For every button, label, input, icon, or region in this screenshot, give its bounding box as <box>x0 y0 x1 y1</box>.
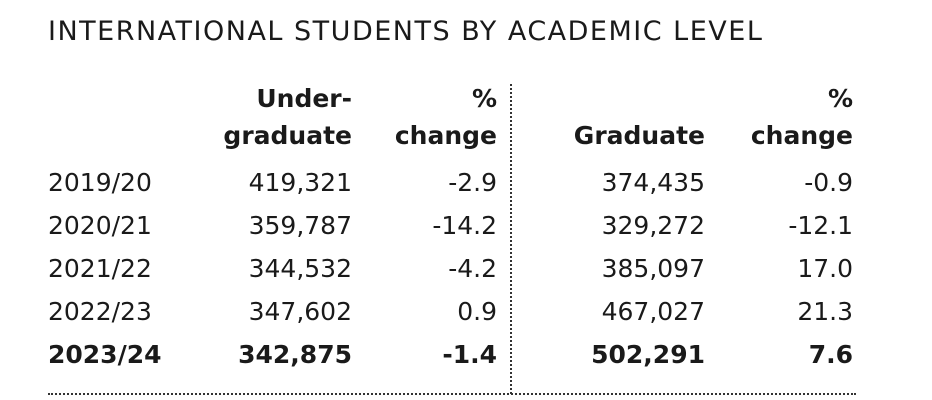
table-cell: -12.1 <box>788 211 853 240</box>
table-cell: -14.2 <box>432 211 497 240</box>
column-divider <box>510 84 512 394</box>
column-header: Graduate <box>573 121 705 150</box>
row-label: 2022/23 <box>48 297 152 326</box>
table-cell: 374,435 <box>601 168 705 197</box>
table-cell: 329,272 <box>601 211 705 240</box>
table-cell: 385,097 <box>601 254 705 283</box>
column-header: change <box>750 121 853 150</box>
table-cell: 419,321 <box>248 168 352 197</box>
table-cell: -1.4 <box>442 340 497 369</box>
row-label: 2019/20 <box>48 168 152 197</box>
table-cell: -4.2 <box>448 254 497 283</box>
column-header: % <box>471 84 497 113</box>
table-cell: 344,532 <box>248 254 352 283</box>
row-label: 2021/22 <box>48 254 152 283</box>
column-header: graduate <box>223 121 352 150</box>
table-cell: 359,787 <box>248 211 352 240</box>
table-cell: -2.9 <box>448 168 497 197</box>
table-cell: 7.6 <box>808 340 853 369</box>
table-cell: -0.9 <box>804 168 853 197</box>
table-cell: 342,875 <box>238 340 352 369</box>
column-header: Under- <box>256 84 352 113</box>
table-cell: 467,027 <box>601 297 705 326</box>
table-title: INTERNATIONAL STUDENTS BY ACADEMIC LEVEL <box>48 16 764 47</box>
table-cell: 347,602 <box>248 297 352 326</box>
row-label: 2020/21 <box>48 211 152 240</box>
table-cell: 0.9 <box>457 297 497 326</box>
table-cell: 17.0 <box>797 254 853 283</box>
table-cell: 21.3 <box>797 297 853 326</box>
bottom-rule <box>48 393 856 395</box>
column-header: % <box>827 84 853 113</box>
table-cell: 502,291 <box>591 340 705 369</box>
column-header: change <box>394 121 497 150</box>
row-label: 2023/24 <box>48 340 162 369</box>
